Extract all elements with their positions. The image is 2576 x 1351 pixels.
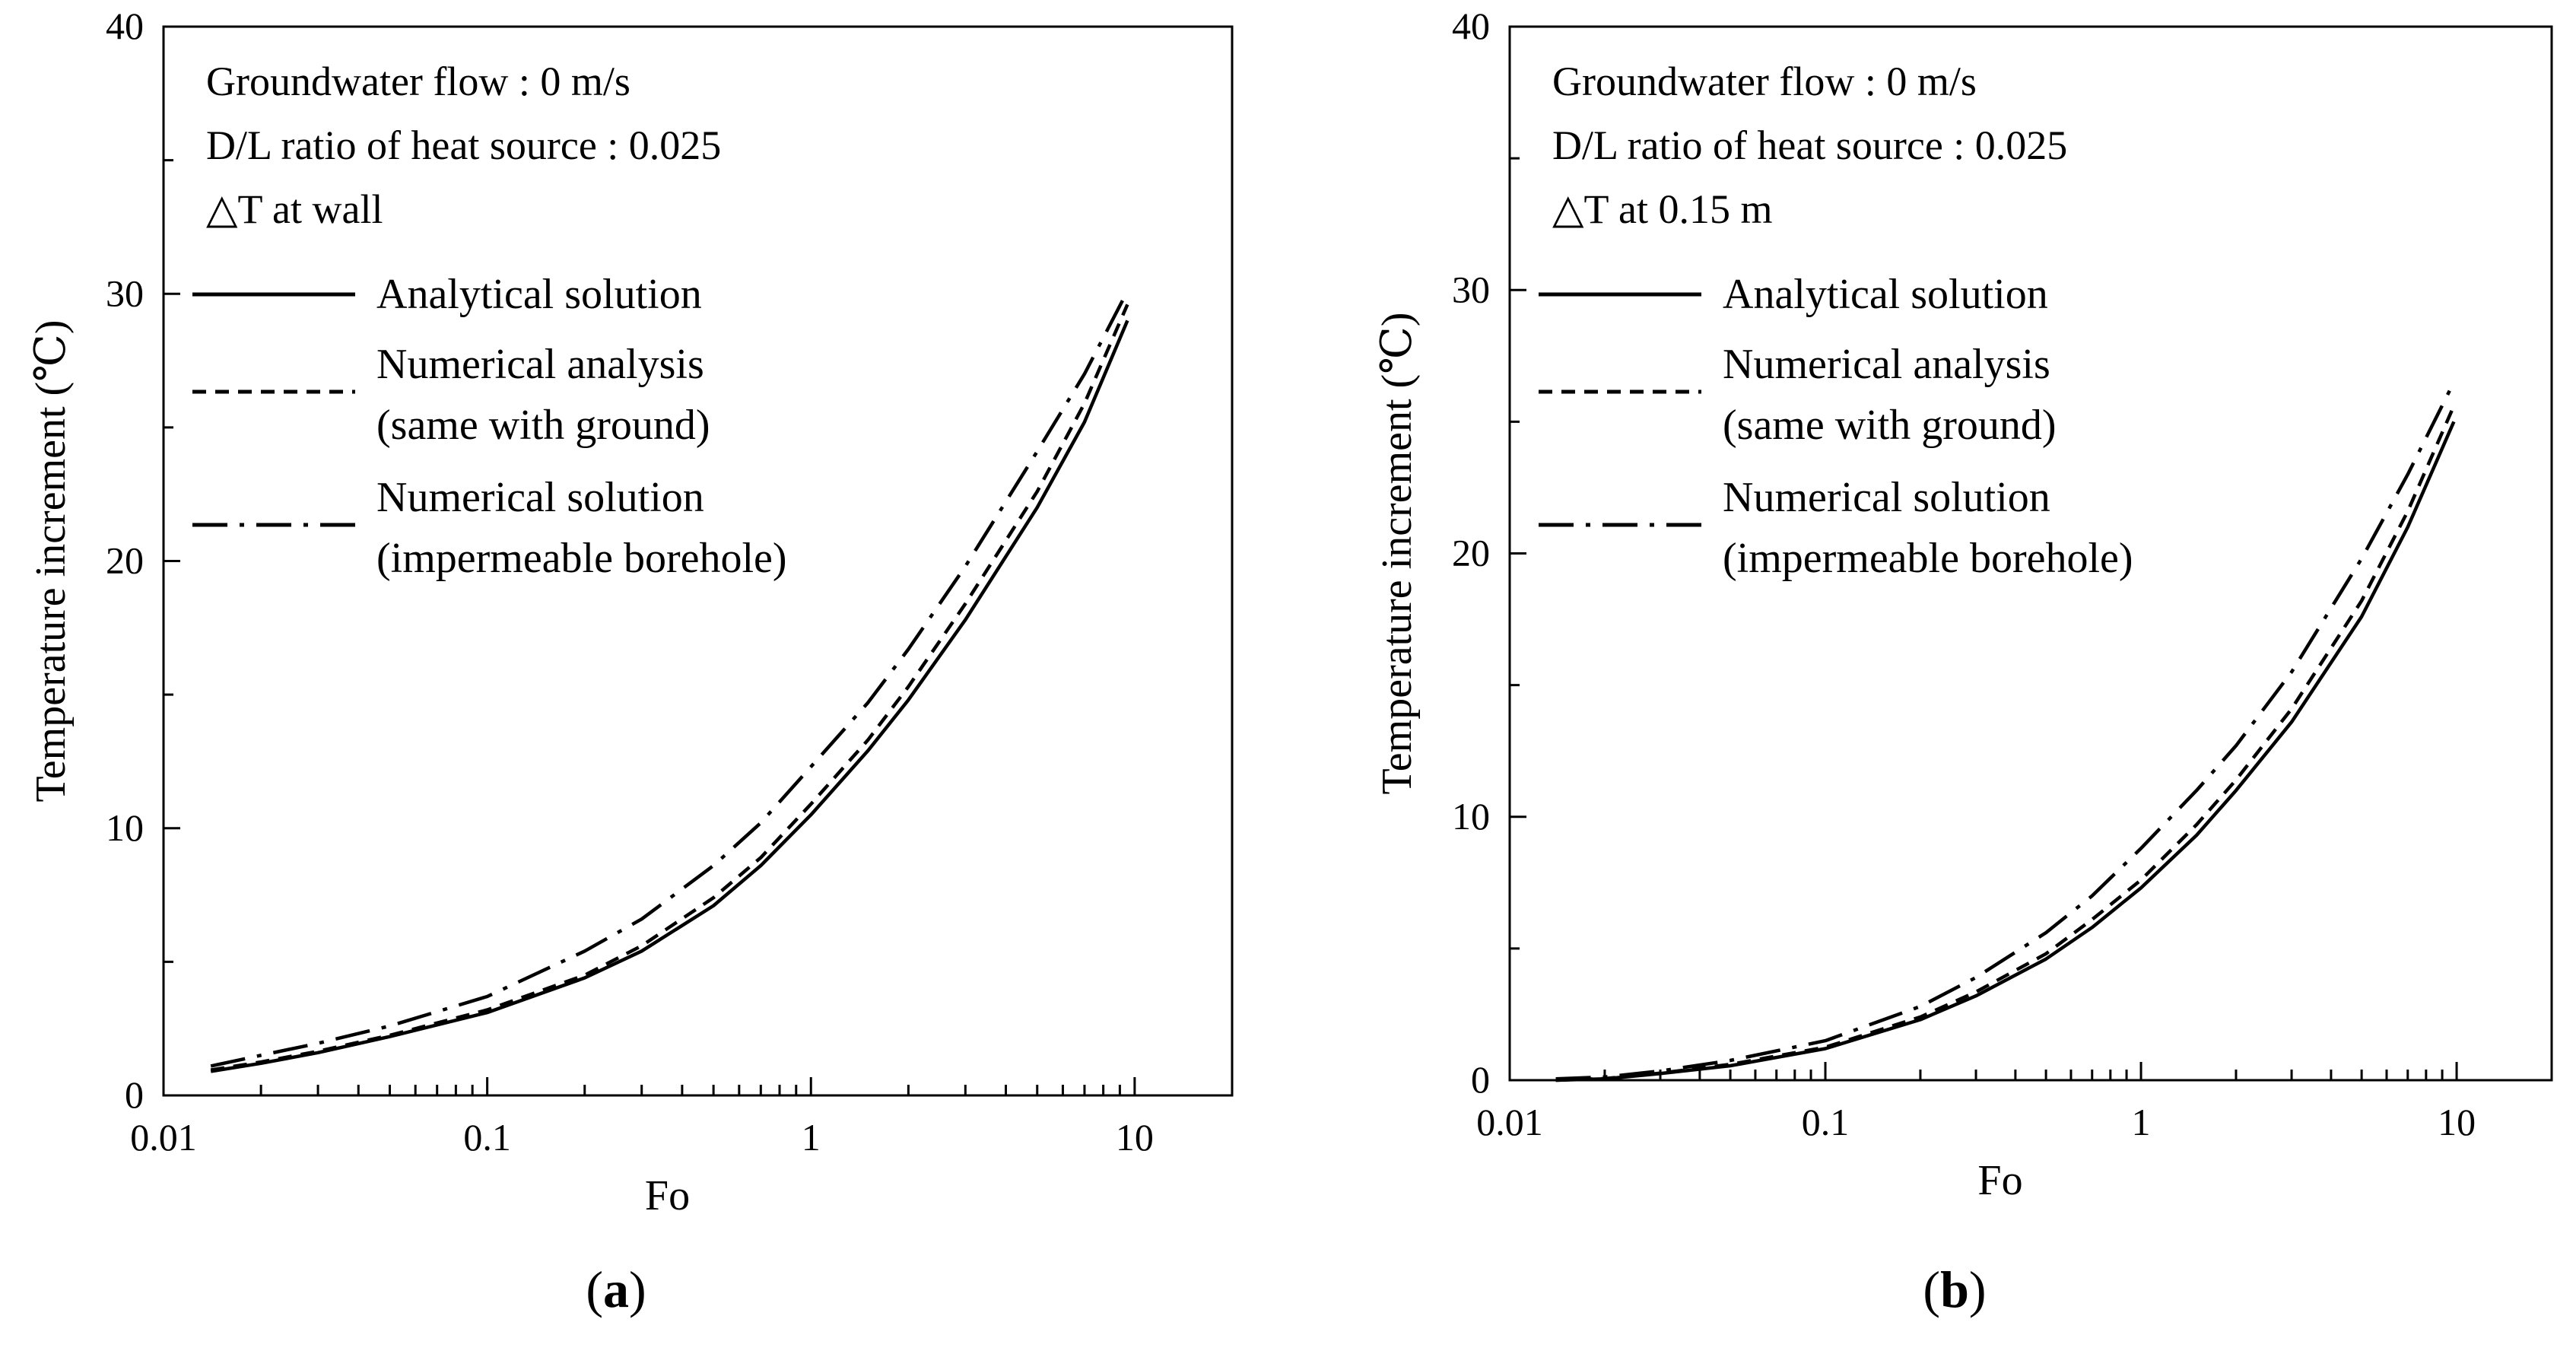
x-tick-label: 0.01 bbox=[130, 1116, 197, 1159]
annotation-text: △T at wall bbox=[206, 186, 383, 232]
annotation-text: D/L ratio of heat source : 0.025 bbox=[206, 122, 721, 168]
caption-a: (a) bbox=[586, 1260, 646, 1318]
series-line-2 bbox=[1555, 405, 2456, 1082]
annotation-text: △T at 0.15 m bbox=[1552, 186, 1773, 232]
legend-label: (same with ground) bbox=[1723, 402, 2057, 449]
y-tick-label: 40 bbox=[1452, 5, 1490, 47]
annotation-text: D/L ratio of heat source : 0.025 bbox=[1552, 122, 2067, 168]
y-tick-label: 30 bbox=[1452, 268, 1490, 310]
legend-label: Analytical solution bbox=[1723, 271, 2048, 318]
x-tick-label: 0.01 bbox=[1476, 1101, 1543, 1143]
legend-label: Numerical solution bbox=[376, 474, 704, 521]
y-tick-label: 10 bbox=[106, 806, 144, 849]
caption-a-letter: a bbox=[603, 1260, 629, 1318]
y-tick-label: 0 bbox=[125, 1073, 144, 1116]
caption-b: (b) bbox=[1923, 1260, 1987, 1318]
legend-label: Numerical solution bbox=[1723, 474, 2050, 521]
x-axis-label: Fo bbox=[645, 1172, 690, 1219]
chart-panel-a: 0 10 20 30 40 0.01 0.1 1 10 Fo Temperature increme… bbox=[0, 0, 1278, 1255]
x-tick-label: 1 bbox=[802, 1116, 821, 1159]
y-tick-label: 20 bbox=[106, 539, 144, 582]
chart-b: 0 10 20 30 40 0.01 0.1 1 10 Fo Temperature increme… bbox=[1374, 5, 2553, 1204]
annotation-text: Groundwater flow : 0 m/s bbox=[1552, 59, 1977, 104]
legend-label: Analytical solution bbox=[376, 271, 702, 318]
y-tick-label: 40 bbox=[106, 5, 144, 47]
caption-b-letter: b bbox=[1940, 1260, 1969, 1318]
annotation-text: Groundwater flow : 0 m/s bbox=[206, 59, 631, 104]
legend-label: (impermeable borehole) bbox=[376, 535, 787, 582]
legend-label: Numerical analysis bbox=[376, 341, 704, 388]
x-tick-label: 10 bbox=[2438, 1101, 2476, 1143]
x-tick-label: 0.1 bbox=[1802, 1101, 1850, 1143]
chart-panel-b: 0 10 20 30 40 0.01 0.1 1 10 Fo Temperature increme… bbox=[1323, 0, 2576, 1255]
y-tick-label: 20 bbox=[1452, 532, 1490, 574]
x-tick-label: 0.1 bbox=[463, 1116, 511, 1159]
y-axis-label: Temperature increment (℃) bbox=[1374, 313, 1421, 795]
legend-label: Numerical analysis bbox=[1723, 341, 2050, 388]
y-tick-label: 0 bbox=[1471, 1058, 1490, 1101]
y-tick-label: 30 bbox=[106, 272, 144, 314]
legend-label: (same with ground) bbox=[376, 402, 710, 449]
x-axis-label: Fo bbox=[1977, 1157, 2022, 1204]
legend-label: (impermeable borehole) bbox=[1723, 535, 2133, 582]
series-line-3 bbox=[1555, 381, 2456, 1081]
x-tick-label: 1 bbox=[2132, 1101, 2151, 1143]
x-tick-label: 10 bbox=[1116, 1116, 1154, 1159]
series-line-2 bbox=[210, 304, 1129, 1072]
y-tick-label: 10 bbox=[1452, 795, 1490, 838]
series-line-3 bbox=[210, 290, 1129, 1068]
chart-a: 0 10 20 30 40 0.01 0.1 1 10 Fo Temperature increme… bbox=[27, 5, 1234, 1219]
y-axis-label: Temperature increment (℃) bbox=[27, 320, 75, 803]
